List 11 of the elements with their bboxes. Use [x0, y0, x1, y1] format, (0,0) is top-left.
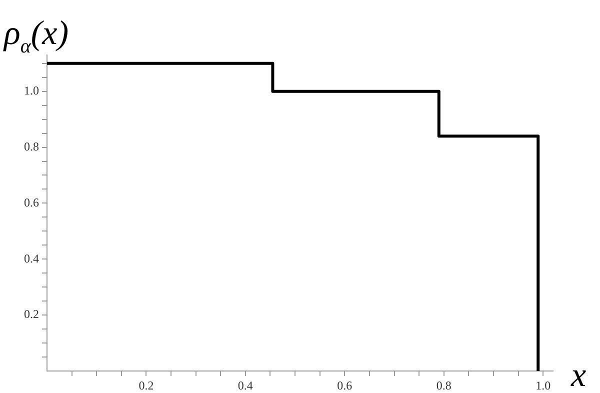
x-tick-label: 0.6 [337, 378, 352, 392]
x-tick-label: 0.8 [436, 378, 452, 392]
x-axis-title: x [570, 357, 586, 393]
x-tick-label: 1.0 [536, 378, 551, 392]
x-tick-label: 0.4 [238, 378, 253, 392]
y-tick-label: 0.8 [24, 139, 39, 154]
y-tick-label: 0.6 [24, 195, 39, 210]
y-tick-label: 0.2 [24, 307, 39, 322]
y-tick-label: 0.4 [24, 251, 39, 266]
x-tick-label: 0.2 [138, 378, 154, 392]
y-tick-label: 1.0 [24, 84, 39, 98]
